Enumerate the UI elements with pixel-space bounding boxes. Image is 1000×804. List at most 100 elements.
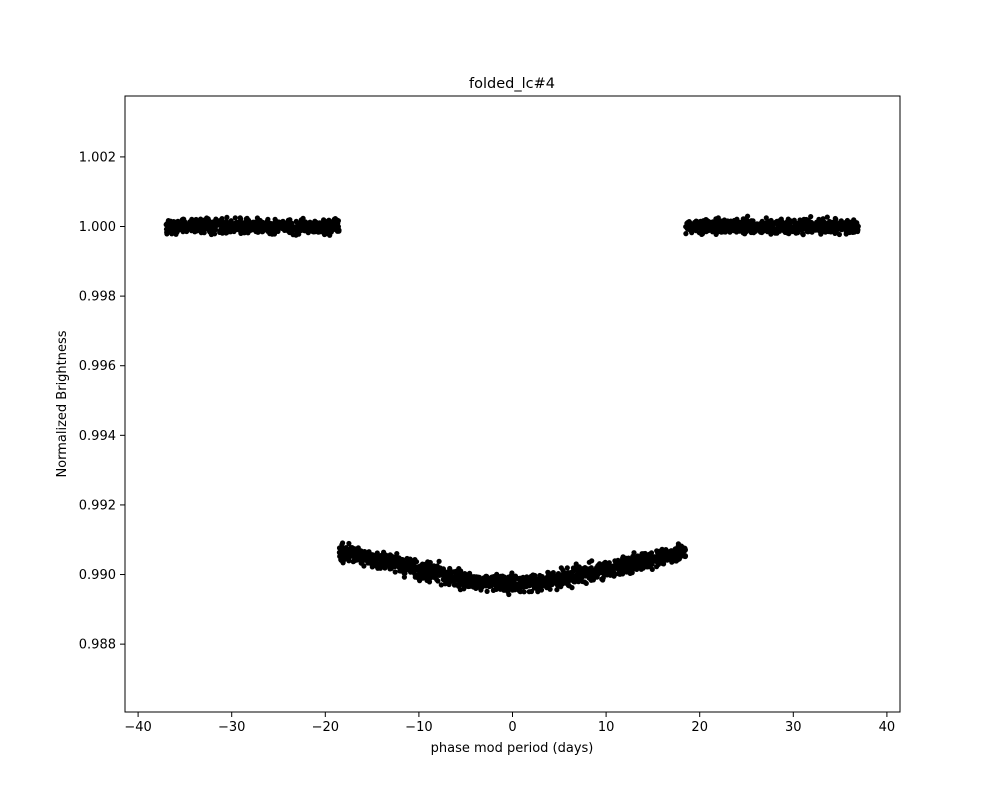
data-point xyxy=(581,571,588,577)
data-point xyxy=(742,223,748,229)
data-point xyxy=(825,221,832,227)
data-point xyxy=(726,219,732,225)
data-point xyxy=(573,561,579,567)
data-point xyxy=(431,563,437,569)
data-point xyxy=(847,225,853,231)
data-point xyxy=(175,218,181,224)
data-point xyxy=(502,585,508,591)
data-point xyxy=(586,566,592,572)
data-point xyxy=(795,221,801,227)
data-point xyxy=(723,226,729,232)
data-point xyxy=(457,587,463,593)
data-point xyxy=(506,576,512,582)
data-point xyxy=(544,580,551,586)
data-point xyxy=(852,224,858,230)
y-axis-ticks: 0.988 0.990 0.992 0.994 0.996 0.998 1.000 1.002 xyxy=(79,150,125,653)
data-point xyxy=(571,576,577,582)
data-point xyxy=(687,223,693,230)
data-point xyxy=(465,583,471,589)
y-tick-label: 0.992 xyxy=(79,498,116,513)
data-point xyxy=(540,581,546,587)
data-point xyxy=(522,577,528,583)
data-point xyxy=(493,586,499,593)
data-point xyxy=(462,575,469,581)
x-tick-label: −30 xyxy=(218,720,245,735)
data-point xyxy=(750,229,756,235)
data-point xyxy=(673,547,679,553)
data-point xyxy=(272,216,278,222)
data-point xyxy=(809,223,815,230)
data-point xyxy=(508,580,514,586)
data-point xyxy=(579,566,585,573)
data-point xyxy=(199,224,205,230)
data-point xyxy=(228,218,234,224)
data-point xyxy=(436,571,442,577)
data-point xyxy=(545,573,551,580)
data-point xyxy=(430,572,437,578)
data-point xyxy=(600,575,606,581)
data-point xyxy=(350,551,356,557)
x-tick-label: −40 xyxy=(124,720,151,735)
data-point xyxy=(300,215,306,221)
data-point xyxy=(223,226,229,232)
data-point xyxy=(464,579,470,585)
data-point xyxy=(695,223,702,229)
data-point xyxy=(494,579,500,585)
x-axis-ticks: −40 −30 −20 −10 0 10 20 30 40 xyxy=(124,712,895,735)
data-point xyxy=(483,577,489,583)
data-point xyxy=(638,566,645,572)
data-point xyxy=(597,561,603,567)
data-point xyxy=(223,230,229,236)
data-point xyxy=(545,570,551,576)
data-point xyxy=(467,575,474,581)
data-point xyxy=(357,549,363,555)
data-point xyxy=(774,230,780,236)
data-point xyxy=(323,219,329,225)
data-point xyxy=(800,232,806,238)
data-point xyxy=(654,554,660,560)
data-point xyxy=(258,225,265,232)
x-tick-label: 0 xyxy=(508,720,516,735)
data-point xyxy=(528,581,534,587)
data-point xyxy=(638,561,644,567)
data-point xyxy=(260,220,266,226)
data-point xyxy=(802,224,809,230)
data-point xyxy=(227,226,233,232)
data-point xyxy=(470,581,477,588)
data-point xyxy=(813,222,819,228)
data-point xyxy=(654,548,660,554)
data-point xyxy=(716,222,722,228)
data-point xyxy=(564,565,570,571)
data-point xyxy=(243,216,249,222)
data-point xyxy=(740,216,746,222)
data-point xyxy=(193,228,199,234)
data-point xyxy=(514,586,520,592)
data-point xyxy=(620,571,626,577)
x-tick-label: 10 xyxy=(598,720,615,735)
data-point xyxy=(775,223,782,229)
plot-frame xyxy=(124,95,901,713)
data-point xyxy=(523,582,529,588)
data-point xyxy=(715,215,721,221)
data-point xyxy=(271,231,278,237)
data-point xyxy=(621,565,627,571)
data-point xyxy=(338,557,345,564)
data-point xyxy=(164,222,170,228)
data-point xyxy=(362,553,368,560)
data-point xyxy=(410,568,416,574)
data-point xyxy=(768,228,774,234)
x-tick-label: −20 xyxy=(312,720,339,735)
data-point xyxy=(772,219,778,226)
data-point xyxy=(241,230,247,236)
y-tick-label: 0.988 xyxy=(79,638,116,653)
data-point xyxy=(401,574,407,580)
data-point xyxy=(302,228,308,234)
data-point xyxy=(570,565,577,571)
data-point xyxy=(201,230,207,236)
data-point xyxy=(713,231,719,237)
data-point xyxy=(602,564,608,571)
data-point xyxy=(197,219,203,226)
chart-title: folded_lc#4 xyxy=(469,76,555,92)
data-point xyxy=(212,231,218,237)
